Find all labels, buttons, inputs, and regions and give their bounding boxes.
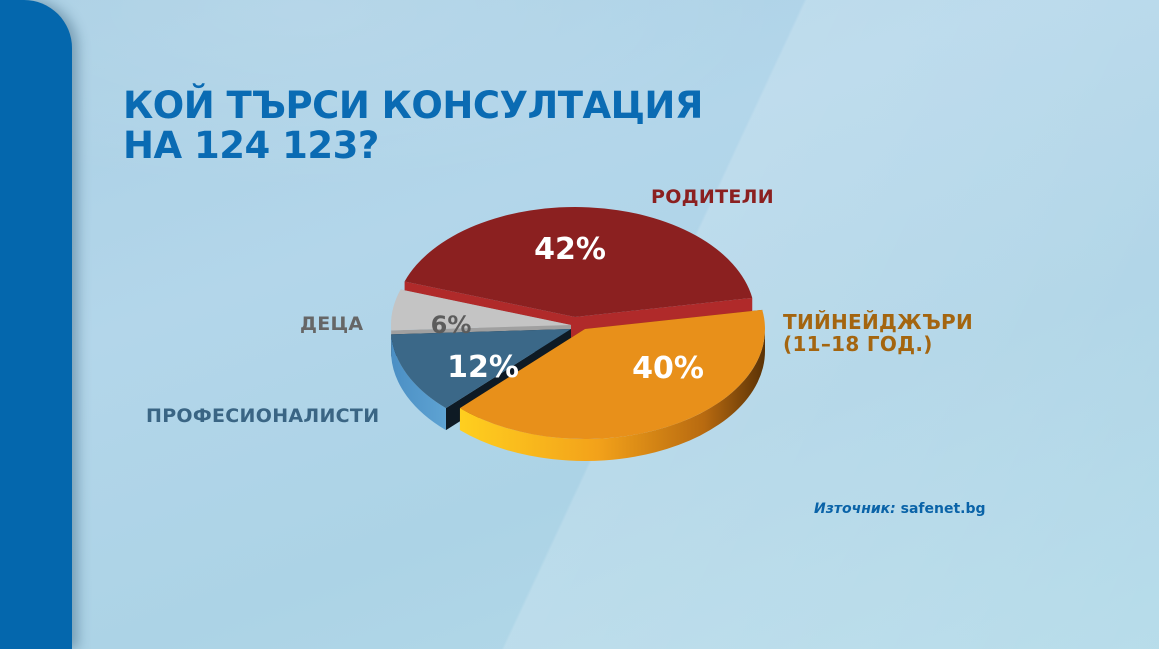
pie-slices (391, 206, 765, 461)
pie-slice-side (391, 334, 446, 431)
legend-label-teens-line2: (11–18 ГОД.) (783, 332, 933, 356)
value-label-children: 6% (431, 311, 472, 339)
pie-slice-teens (459, 309, 765, 440)
pie-slice-children (391, 289, 571, 331)
source-label: Източник: (814, 501, 896, 517)
pie-slice-parents (404, 206, 753, 317)
value-label-professionals: 12% (447, 350, 519, 385)
source-value: safenet.bg (900, 501, 986, 517)
pie-slice-side (459, 329, 765, 461)
value-label-parents: 42% (534, 232, 606, 267)
title-line-1: КОЙ ТЪРСИ КОНСУЛТАЦИЯ (123, 84, 703, 127)
legend-label-professionals: ПРОФЕСИОНАЛИСТИ (146, 405, 380, 427)
legend-label-children: ДЕЦА (300, 313, 364, 335)
legend-label-teens: ТИЙНЕЙДЖЪРИ (11–18 ГОД.) (783, 311, 973, 355)
pie-slice-professionals (391, 329, 571, 409)
title-line-2: НА 124 123? (123, 124, 379, 167)
legend-label-teens-line1: ТИЙНЕЙДЖЪРИ (783, 310, 974, 334)
page-title: КОЙ ТЪРСИ КОНСУЛТАЦИЯ НА 124 123? (123, 86, 703, 166)
side-accent-bar (0, 0, 72, 649)
value-label-teens: 40% (632, 351, 704, 386)
source-note: Източник: safenet.bg (814, 501, 986, 517)
legend-label-parents: РОДИТЕЛИ (651, 186, 774, 208)
